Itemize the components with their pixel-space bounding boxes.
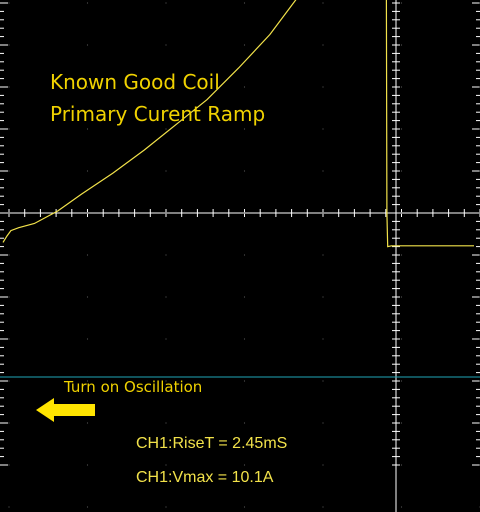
grid-dot [400, 380, 403, 382]
title-line-2: Primary Curent Ramp [50, 102, 265, 126]
grid-dot [165, 44, 167, 46]
grid-dot [8, 212, 10, 214]
grid-dot [243, 128, 246, 130]
grid-dot [165, 380, 167, 382]
grid-dot [8, 86, 10, 88]
grid-dot [322, 44, 324, 46]
grid-dot [86, 338, 89, 340]
grid-dot [8, 128, 10, 130]
grid-dot [8, 170, 10, 172]
grid-dot [165, 170, 167, 172]
grid-dot [86, 86, 89, 88]
grid-dot [400, 422, 403, 424]
grid-dot [165, 296, 167, 298]
grid-dot [165, 422, 167, 424]
grid-dot [8, 380, 10, 382]
grid-dot [165, 506, 167, 508]
grid-dot [400, 2, 403, 4]
grid-dot [8, 422, 10, 424]
grid-dot [400, 170, 403, 172]
left-arrow-icon [36, 398, 95, 422]
grid-dot [243, 338, 246, 340]
grid-dot [8, 44, 10, 46]
grid-dot [86, 254, 89, 256]
current-trace [2, 0, 474, 248]
grid-dot [243, 380, 246, 382]
grid-dot [322, 170, 324, 172]
grid-dot [322, 422, 324, 424]
grid-dot [400, 464, 403, 466]
grid-dot [165, 128, 167, 130]
grid-dot [165, 464, 167, 466]
grid-dot [86, 44, 89, 46]
grid-dot [165, 254, 167, 256]
grid-dot [400, 212, 403, 214]
grid-dot [243, 44, 246, 46]
grid-dot [86, 296, 89, 298]
title-line-1: Known Good Coil [50, 70, 220, 94]
grid-dot [86, 464, 89, 466]
grid-dot [243, 296, 246, 298]
grid-dot [400, 128, 403, 130]
grid-dot [8, 506, 10, 508]
grid-dot [400, 338, 403, 340]
vmax-readout: CH1:Vmax = 10.1A [136, 469, 274, 486]
grid-dot [165, 338, 167, 340]
grid-dot [86, 2, 89, 4]
grid-dot [243, 506, 246, 508]
grid-dot [8, 2, 10, 4]
grid-dot [8, 338, 10, 340]
grid-dot [400, 86, 403, 88]
grid-dot [322, 128, 324, 130]
grid-dot [8, 296, 10, 298]
grid-dot [322, 2, 324, 4]
grid-dot [400, 506, 403, 508]
grid-dot [8, 254, 10, 256]
grid-dot [243, 254, 246, 256]
grid-dot [322, 212, 324, 214]
grid-dot [8, 464, 10, 466]
grid-dot [86, 506, 89, 508]
grid-dot [322, 380, 324, 382]
grid-dot [400, 296, 403, 298]
grid-dot [165, 212, 167, 214]
grid-dot [322, 506, 324, 508]
grid-dot [86, 422, 89, 424]
grid-dot [243, 422, 246, 424]
grid-dot [400, 44, 403, 46]
grid-dot [400, 254, 403, 256]
grid-dot [322, 86, 324, 88]
grid-dot [86, 212, 89, 214]
grid-dot [322, 338, 324, 340]
grid-dot [243, 2, 246, 4]
grid-dot [322, 254, 324, 256]
grid-dot [86, 170, 89, 172]
rise-time-readout: CH1:RiseT = 2.45mS [136, 435, 287, 452]
grid-dot [86, 128, 89, 130]
grid-dot [243, 464, 246, 466]
grid-dot [165, 86, 167, 88]
grid-dot [243, 86, 246, 88]
grid-dot [86, 380, 89, 382]
grid-dot [243, 212, 246, 214]
grid-dot [243, 170, 246, 172]
grid-dot [322, 296, 324, 298]
annotation-text: Turn on Oscillation [63, 378, 202, 396]
grid-dot [322, 464, 324, 466]
grid-dot [165, 2, 167, 4]
